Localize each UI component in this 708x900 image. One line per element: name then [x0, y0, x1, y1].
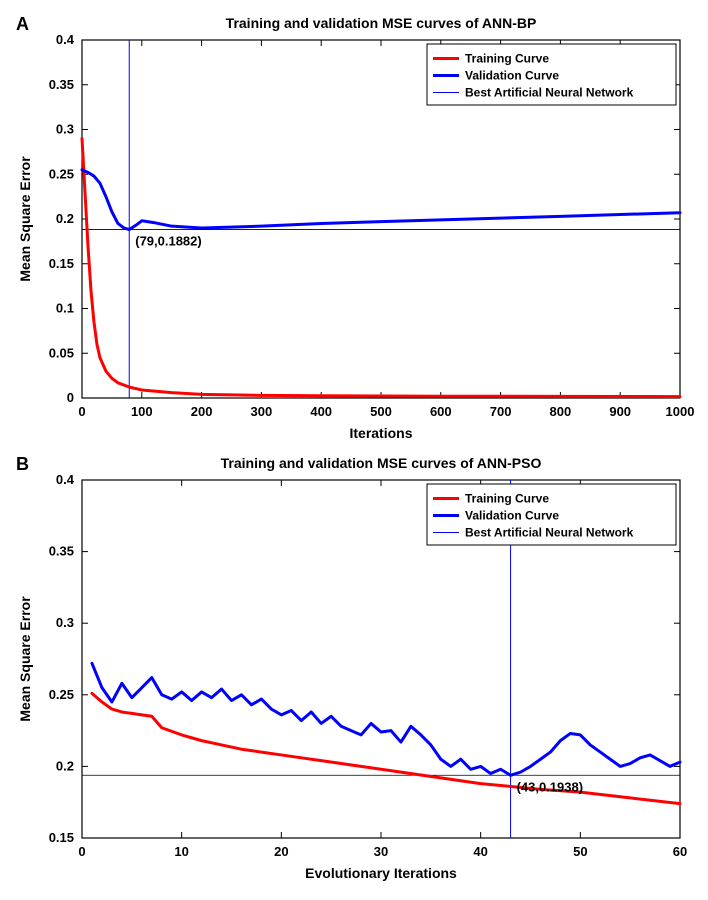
svg-text:300: 300 — [251, 404, 273, 419]
svg-text:500: 500 — [370, 404, 392, 419]
svg-text:30: 30 — [374, 844, 388, 859]
svg-text:50: 50 — [573, 844, 587, 859]
svg-text:200: 200 — [191, 404, 213, 419]
svg-text:0.15: 0.15 — [49, 256, 74, 271]
svg-text:Training Curve: Training Curve — [465, 52, 549, 66]
svg-text:0: 0 — [78, 844, 85, 859]
svg-text:20: 20 — [274, 844, 288, 859]
svg-text:600: 600 — [430, 404, 452, 419]
svg-text:800: 800 — [550, 404, 572, 419]
svg-text:0.25: 0.25 — [49, 687, 74, 702]
panel-b-label: B — [16, 454, 29, 475]
svg-text:0.4: 0.4 — [56, 472, 75, 487]
svg-text:900: 900 — [609, 404, 631, 419]
svg-text:0.4: 0.4 — [56, 32, 75, 47]
panel-a: A 0100200300400500600700800900100000.050… — [10, 10, 698, 450]
svg-text:0.2: 0.2 — [56, 211, 74, 226]
svg-text:100: 100 — [131, 404, 153, 419]
svg-text:1000: 1000 — [666, 404, 695, 419]
svg-text:400: 400 — [310, 404, 332, 419]
svg-text:Validation Curve: Validation Curve — [465, 509, 559, 523]
svg-text:0.3: 0.3 — [56, 122, 74, 137]
svg-text:0.2: 0.2 — [56, 758, 74, 773]
svg-text:60: 60 — [673, 844, 687, 859]
svg-text:0.3: 0.3 — [56, 615, 74, 630]
svg-text:Mean Square Error: Mean Square Error — [17, 596, 33, 722]
svg-text:700: 700 — [490, 404, 512, 419]
svg-text:Validation Curve: Validation Curve — [465, 69, 559, 83]
svg-text:10: 10 — [174, 844, 188, 859]
svg-text:40: 40 — [473, 844, 487, 859]
svg-text:Best Artificial Neural Network: Best Artificial Neural Network — [465, 526, 634, 540]
panel-a-label: A — [16, 14, 29, 35]
svg-text:0.35: 0.35 — [49, 544, 74, 559]
svg-text:0: 0 — [67, 390, 74, 405]
svg-text:Evolutionary Iterations: Evolutionary Iterations — [305, 865, 457, 881]
svg-text:Iterations: Iterations — [349, 425, 412, 441]
figure: A 0100200300400500600700800900100000.050… — [10, 10, 698, 890]
svg-text:(79,0.1882): (79,0.1882) — [135, 234, 202, 249]
svg-text:(43,0.1938): (43,0.1938) — [517, 779, 584, 794]
svg-text:Mean Square Error: Mean Square Error — [17, 156, 33, 282]
svg-text:0.35: 0.35 — [49, 77, 74, 92]
chart-b: 0 10 20 30 40 50 60 0.15 0.2 0.25 0.3 0.35 0.4 Traini… — [10, 450, 698, 890]
svg-text:Training Curve: Training Curve — [465, 492, 549, 506]
panel-b: B 0 10 20 30 40 50 60 0.15 0.2 0.25 0.3 0.35 0.4 Trai… — [10, 450, 698, 890]
svg-text:0: 0 — [78, 404, 85, 419]
svg-text:0.05: 0.05 — [49, 345, 74, 360]
chart-a: 0 100 200 300 400 500 600 700 800 900 1000 0 0.05 0.1… — [10, 10, 698, 450]
svg-text:Best Artificial Neural Network: Best Artificial Neural Network — [465, 86, 634, 100]
svg-text:Training and validation MSE cu: Training and validation MSE curves of AN… — [221, 455, 542, 471]
svg-text:0.15: 0.15 — [49, 830, 74, 845]
svg-text:0.1: 0.1 — [56, 301, 74, 316]
svg-text:0.25: 0.25 — [49, 166, 74, 181]
svg-text:Training and validation MSE cu: Training and validation MSE curves of AN… — [226, 15, 537, 31]
